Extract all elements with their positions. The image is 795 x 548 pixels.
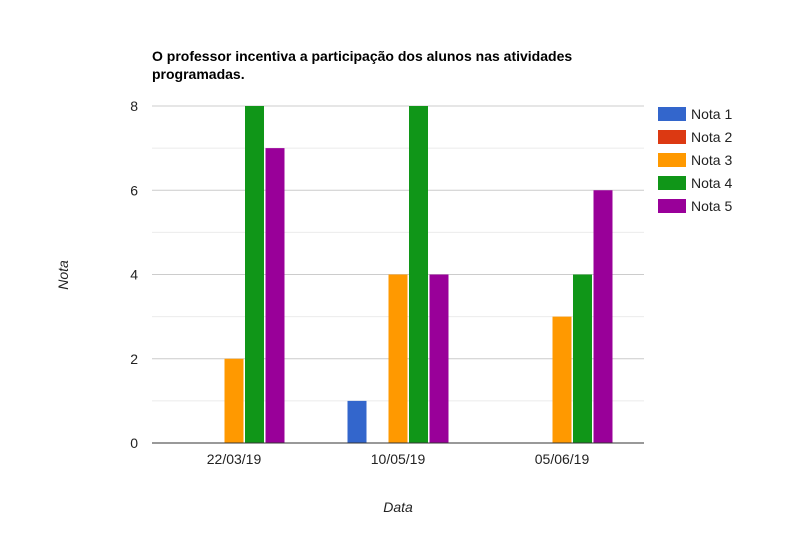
x-axis-label: Data xyxy=(383,499,413,515)
legend-label: Nota 3 xyxy=(691,151,733,168)
legend-item: Nota 5 xyxy=(658,194,732,217)
bar-nota-4-1 xyxy=(409,106,428,443)
y-tick-label: 4 xyxy=(130,267,138,283)
legend-label: Nota 4 xyxy=(691,174,733,191)
legend-swatch xyxy=(658,198,686,213)
y-tick-label: 6 xyxy=(130,182,138,198)
legend-swatch xyxy=(658,129,686,144)
y-tick-label: 8 xyxy=(130,98,138,114)
legend-label: Nota 2 xyxy=(691,128,733,145)
legend-label: Nota 5 xyxy=(691,197,733,214)
legend: Nota 1 Nota 2 Nota 3 Nota 4 Nota 5 xyxy=(658,102,732,217)
legend-item: Nota 4 xyxy=(658,171,732,194)
chart-title: O professor incentiva a participação dos… xyxy=(152,48,573,82)
legend-item: Nota 2 xyxy=(658,125,732,148)
bar-nota-5-1 xyxy=(429,274,449,443)
bar-nota-3-1 xyxy=(388,274,408,443)
x-axis-ticks: 22/03/19 10/05/19 05/06/19 xyxy=(207,451,590,467)
bar-nota-5-2 xyxy=(593,190,613,443)
legend-item: Nota 3 xyxy=(658,148,732,171)
legend-swatch xyxy=(658,106,686,121)
bar-nota-4-0 xyxy=(245,106,264,443)
bars xyxy=(224,106,613,443)
bar-nota-5-0 xyxy=(265,148,285,443)
legend-item: Nota 1 xyxy=(658,102,732,125)
bar-nota-3-0 xyxy=(224,358,244,443)
x-tick-label: 05/06/19 xyxy=(535,451,590,467)
bar-nota-3-2 xyxy=(552,316,572,443)
legend-swatch xyxy=(658,152,686,167)
y-axis-label: Nota xyxy=(55,260,71,290)
bar-nota-1-1 xyxy=(347,400,367,443)
y-axis-ticks: 0 2 4 6 8 xyxy=(130,98,138,451)
y-tick-label: 0 xyxy=(130,435,138,451)
legend-label: Nota 1 xyxy=(691,105,733,122)
legend-swatch xyxy=(658,175,686,190)
x-tick-label: 10/05/19 xyxy=(371,451,426,467)
y-tick-label: 2 xyxy=(130,351,138,367)
bar-nota-4-2 xyxy=(573,274,592,443)
x-tick-label: 22/03/19 xyxy=(207,451,262,467)
